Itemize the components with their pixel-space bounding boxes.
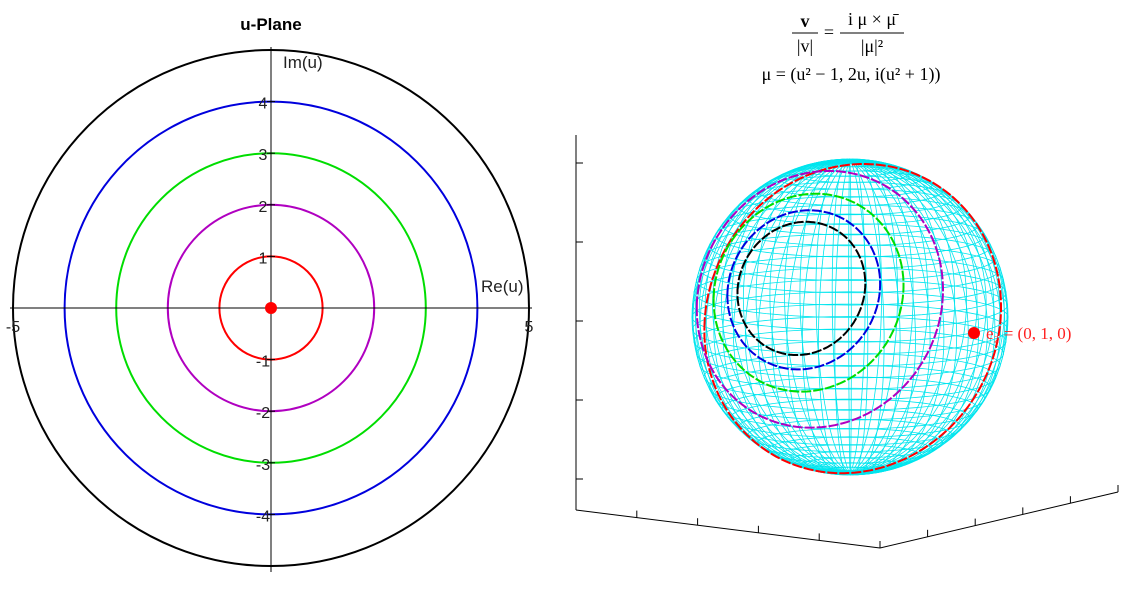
y-tick-label: 3 — [259, 147, 268, 164]
y-tick-label: 4 — [259, 96, 268, 113]
eq-equals: = — [824, 22, 834, 42]
sphere-meridian — [849, 159, 978, 474]
x-tick-label: 5 — [525, 319, 534, 336]
e2-point-marker — [968, 327, 980, 339]
sphere-meridian — [848, 158, 851, 474]
y-tick-label: 1 — [259, 250, 268, 267]
sphere-meridian — [722, 160, 851, 475]
y-axis-line — [879, 491, 1119, 549]
sphere-meridian — [817, 160, 851, 476]
y-tick-label: -3 — [256, 457, 270, 474]
sphere-meridian — [831, 158, 851, 474]
sphere-meridian — [849, 159, 956, 474]
sphere-curve-r3 — [712, 192, 905, 393]
sphere-meridian — [849, 160, 869, 476]
sphere-meridian — [849, 160, 885, 476]
real-axis-label: Re(u) — [481, 277, 524, 296]
origin-marker — [265, 302, 277, 314]
sphere-curves — [695, 163, 1002, 475]
sphere-meridian — [744, 160, 851, 475]
axes-3d — [575, 135, 1119, 549]
sphere-meridian — [757, 160, 851, 475]
y-tick-label: -2 — [256, 405, 270, 422]
imag-axis-label: Im(u) — [283, 53, 323, 72]
eq-frac2-den: |μ|² — [861, 36, 883, 56]
x-axis-line — [575, 509, 881, 549]
x-tick-label: -5 — [6, 319, 20, 336]
u-plane-title: u-Plane — [240, 15, 301, 34]
eq-line2: μ = (u² − 1, 2u, i(u² + 1)) — [762, 64, 941, 85]
sphere-curve-r1 — [703, 163, 1002, 475]
sphere-curve-r2 — [695, 170, 944, 429]
equation-title: v |v| = i μ × μ̄ |μ|² μ = (u² − 1, 2u, i… — [762, 9, 941, 85]
sphere-meridian — [849, 159, 929, 474]
sphere-meridian — [849, 159, 943, 474]
sphere-meridian — [692, 160, 851, 474]
sphere-meridian — [849, 160, 995, 474]
sphere-meridian — [733, 160, 851, 475]
eq-frac2-num: i μ × μ̄ — [848, 9, 899, 29]
u-plane-chart: u-Plane -5 5 4 3 2 1 -1 -2 -3 -4 Im(u) Re(u) — [6, 15, 534, 572]
e2-label: e₂ = (0, 1, 0) — [986, 324, 1071, 343]
sphere-latitude — [691, 291, 1009, 343]
sphere-latitude — [737, 409, 963, 446]
sphere-meridian — [849, 159, 967, 474]
sphere-meridian — [849, 158, 914, 474]
sphere-meridian — [849, 160, 852, 476]
y-tick-label: -4 — [256, 508, 270, 525]
sphere-meridian — [849, 158, 899, 474]
sphere-meridian — [834, 160, 851, 476]
sphere-curve-r5 — [736, 220, 867, 356]
eq-frac1-den: |v| — [797, 36, 813, 56]
sphere-meridian — [769, 159, 851, 474]
sphere-meridian — [815, 158, 851, 474]
sphere-meridian — [849, 158, 883, 474]
eq-frac1-num: v — [801, 11, 810, 31]
y-tick-label: -1 — [256, 354, 270, 371]
sphere-meridian — [849, 160, 1008, 474]
sphere-meridian — [691, 160, 851, 474]
sphere-latitude — [721, 387, 979, 430]
sphere-meridian — [849, 160, 1009, 474]
sphere-curve-r4 — [726, 209, 882, 371]
y-tick-label: 2 — [259, 199, 268, 216]
sphere-meridian — [849, 160, 931, 475]
u-plane-ticks: -5 5 4 3 2 1 -1 -2 -3 -4 — [6, 96, 534, 526]
